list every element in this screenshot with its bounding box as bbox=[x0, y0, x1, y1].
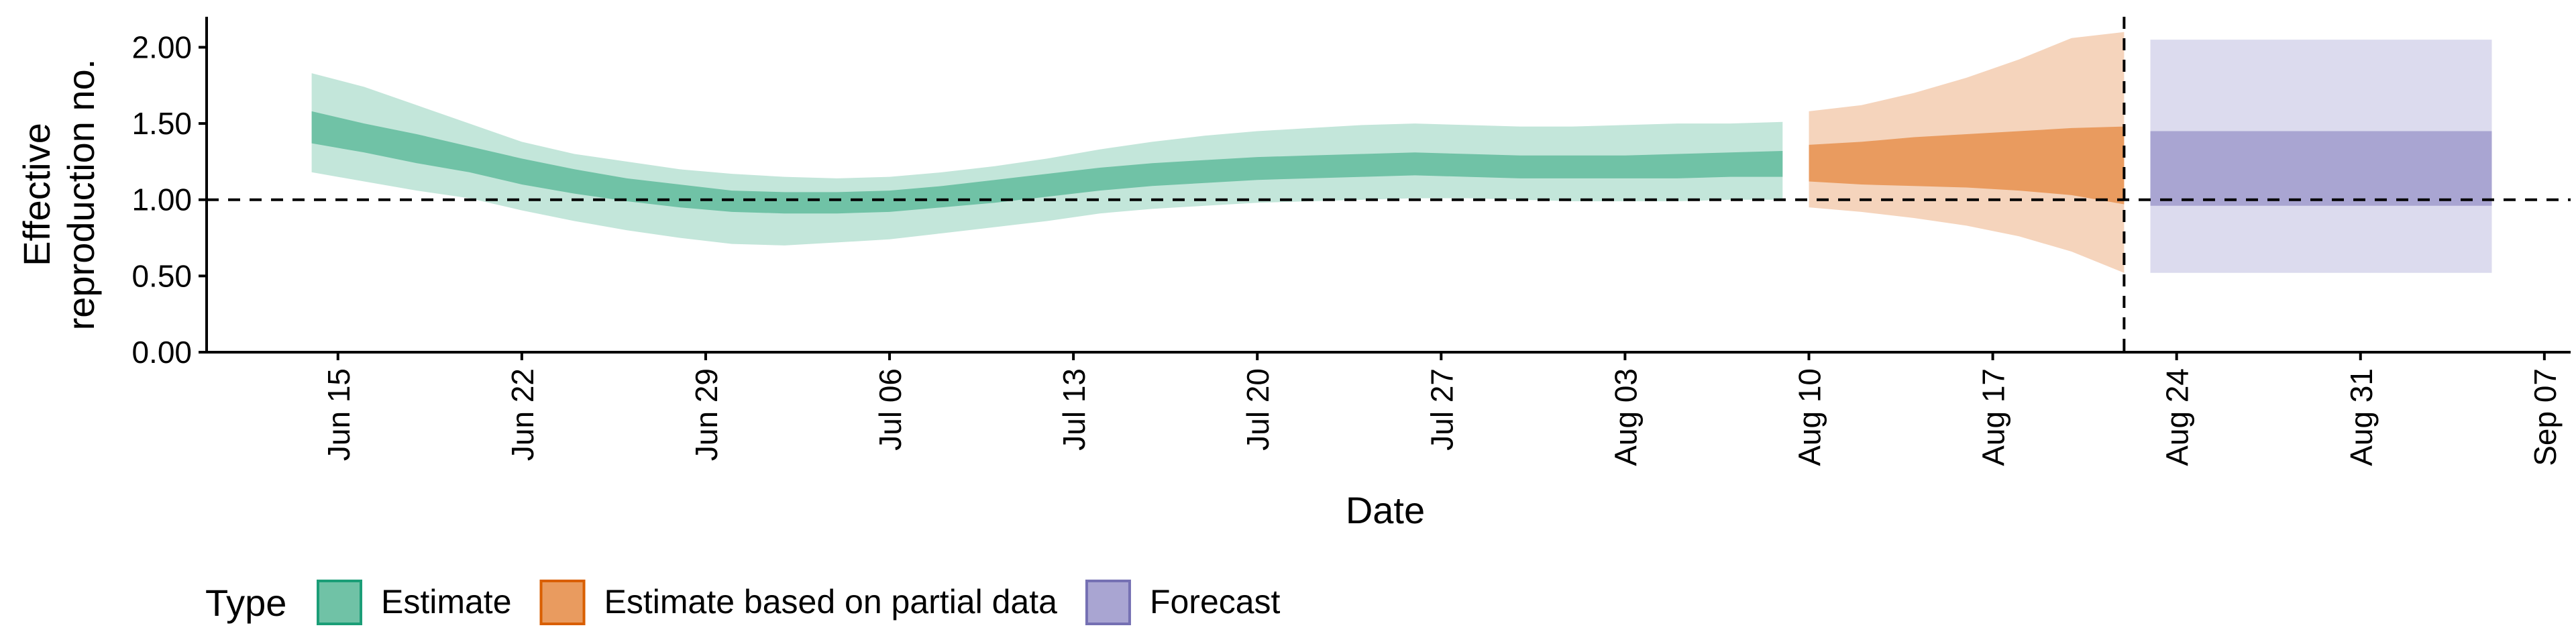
legend-label-forecast: Forecast bbox=[1150, 583, 1281, 621]
legend-swatch-estimate bbox=[317, 580, 362, 625]
x-tick-label: Jul 06 bbox=[873, 368, 908, 451]
legend: Type Estimate Estimate based on partial d… bbox=[205, 580, 1281, 625]
x-tick-label: Aug 31 bbox=[2344, 368, 2379, 466]
y-tick-label: 1.50 bbox=[131, 106, 192, 141]
y-axis-title-line-2: reproduction no. bbox=[60, 59, 102, 331]
band-layer bbox=[311, 32, 2492, 273]
x-tick-label: Jul 27 bbox=[1424, 368, 1459, 451]
x-tick-label: Jun 29 bbox=[689, 368, 724, 461]
legend-title: Type bbox=[205, 582, 286, 624]
series-forecast bbox=[2150, 40, 2492, 273]
legend-swatch-forecast bbox=[1085, 580, 1131, 625]
x-tick-label: Jul 20 bbox=[1240, 368, 1275, 451]
y-tick-label: 1.00 bbox=[131, 182, 192, 217]
x-axis-ticks: Jun 15 Jun 22 Jun 29 Jul 06 Jul 13 Jul 20 Jul … bbox=[321, 352, 2563, 466]
legend-label-estimate: Estimate bbox=[381, 583, 512, 621]
legend-label-estimate-based-on-partial-data: Estimate based on partial data bbox=[604, 583, 1058, 621]
x-tick-label: Aug 10 bbox=[1792, 368, 1827, 466]
series-forecast-inner-band bbox=[2150, 131, 2492, 206]
legend-swatch-estimate-based-on-partial-data bbox=[539, 580, 586, 625]
y-axis-title-line-1: Effective bbox=[15, 123, 58, 266]
series-estimate bbox=[311, 73, 1783, 246]
series-estimate-inner-band bbox=[311, 111, 1783, 214]
y-axis-ticks: 0.00 0.50 1.00 1.50 2.00 bbox=[131, 30, 207, 370]
x-tick-label: Sep 07 bbox=[2528, 368, 2563, 466]
x-tick-label: Jun 22 bbox=[505, 368, 540, 461]
x-tick-label: Aug 24 bbox=[2160, 368, 2195, 466]
series-estimate-based-on-partial-data bbox=[1809, 32, 2125, 273]
x-axis-title: Date bbox=[1346, 489, 1425, 531]
x-tick-label: Aug 03 bbox=[1608, 368, 1643, 466]
x-tick-label: Jun 15 bbox=[321, 368, 356, 461]
x-tick-label: Jul 13 bbox=[1057, 368, 1091, 451]
y-tick-label: 0.00 bbox=[131, 335, 192, 370]
reference-lines bbox=[207, 17, 2571, 352]
y-tick-label: 2.00 bbox=[131, 30, 192, 64]
y-tick-label: 0.50 bbox=[131, 258, 192, 293]
series-estimate-based-on-partial-data-inner-band bbox=[1809, 126, 2125, 205]
x-tick-label: Aug 17 bbox=[1976, 368, 2011, 466]
